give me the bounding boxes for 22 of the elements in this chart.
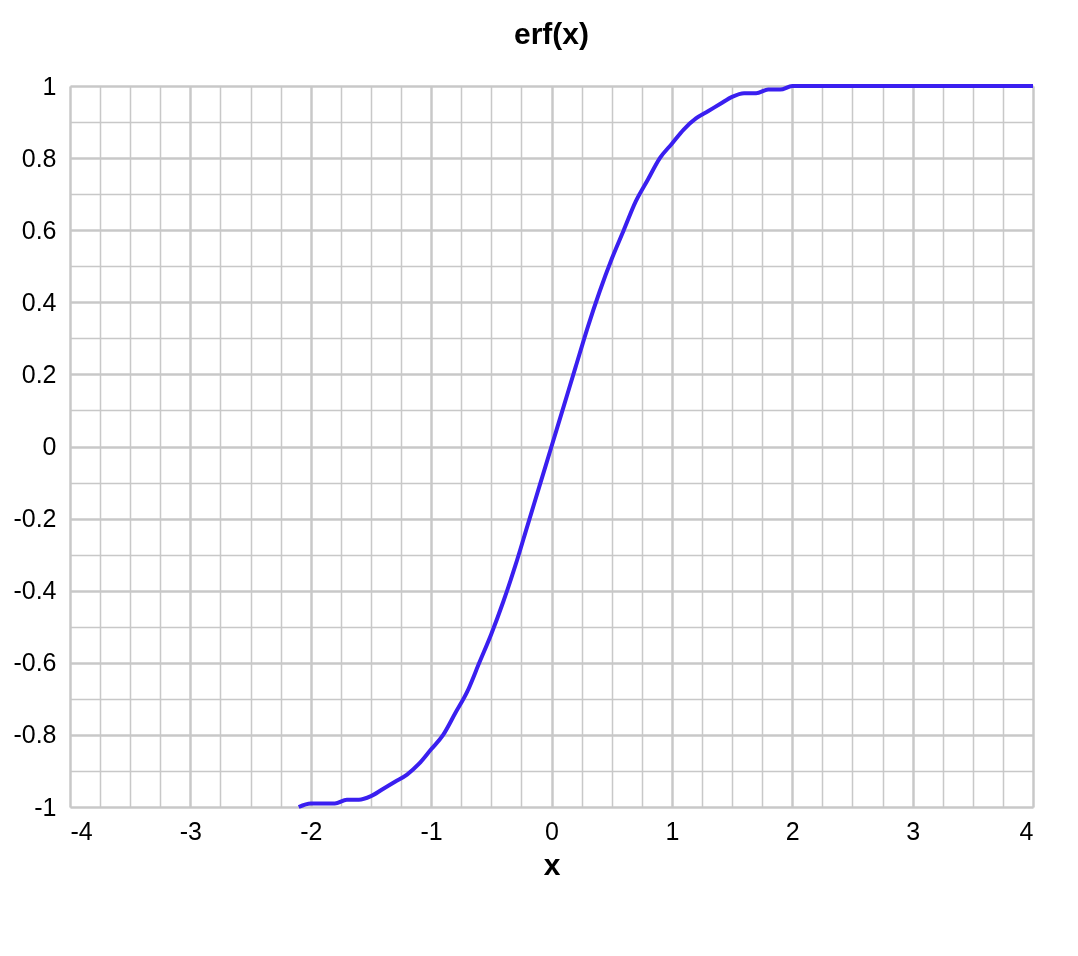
x-tick-label: -3 (179, 816, 202, 845)
x-tick-label: -4 (70, 816, 93, 845)
x-tick-label: 3 (906, 816, 921, 845)
y-tick-label: 1 (42, 71, 57, 100)
x-tick-label: 4 (1019, 816, 1034, 845)
y-tick-label: 0 (42, 432, 57, 460)
y-tick-label: -0.6 (13, 648, 57, 677)
x-tick-label: 2 (785, 816, 800, 845)
chart-title: erf(x) (513, 17, 590, 50)
x-tick-label: 1 (665, 816, 680, 845)
y-tick-label: -0.2 (13, 504, 57, 533)
y-tick-label: -1 (34, 792, 57, 821)
x-tick-label: 0 (545, 816, 559, 845)
y-tick-label: 0.8 (21, 143, 57, 172)
y-tick-label: 0.4 (21, 287, 57, 316)
y-tick-label: -0.4 (13, 576, 57, 605)
x-tick-label: -1 (420, 816, 443, 845)
y-tick-label: 0.2 (21, 359, 57, 388)
x-axis-title: x (543, 847, 561, 881)
x-tick-label: -2 (300, 816, 323, 845)
y-tick-label: 0.6 (21, 215, 57, 244)
y-tick-label: -0.8 (13, 720, 57, 749)
